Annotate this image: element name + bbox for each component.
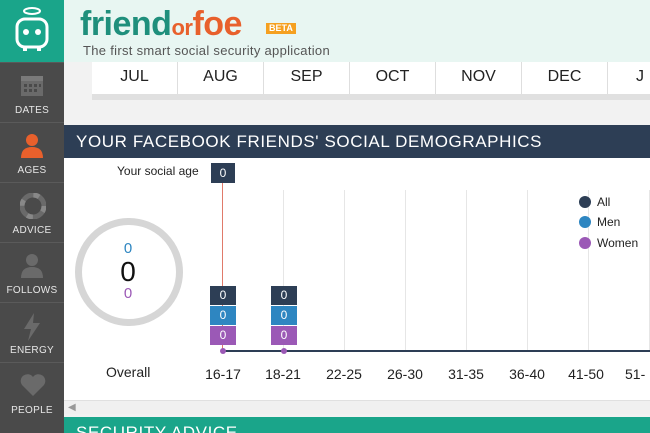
- legend-swatch-all: [579, 196, 591, 208]
- month-nov[interactable]: NOV: [436, 62, 522, 94]
- bar-18-21-men[interactable]: 0: [271, 306, 297, 325]
- nav-item-follows[interactable]: FOLLOWS: [0, 242, 64, 302]
- heart-icon: [20, 374, 46, 396]
- sidebar: DATES AGES ADVICE FOLLOWS ENERGY PEOPLE: [0, 0, 64, 433]
- brand-or: or: [171, 15, 193, 40]
- month-aug[interactable]: AUG: [178, 62, 264, 94]
- nav-item-people[interactable]: PEOPLE: [0, 362, 64, 422]
- nav-item-energy[interactable]: ENERGY: [0, 302, 64, 362]
- legend-men: Men: [579, 215, 620, 229]
- bar-18-21-dot: [281, 348, 287, 354]
- person-silhouette-icon: [21, 254, 43, 278]
- grid-line: [405, 190, 406, 352]
- bar-16-17-women[interactable]: 0: [210, 326, 236, 345]
- legend-label-all: All: [597, 195, 611, 209]
- horizontal-scrollbar[interactable]: ◀: [64, 400, 650, 414]
- nav-label-ages: AGES: [17, 165, 47, 176]
- security-advice-title: SECURITY ADVICE: [76, 423, 238, 433]
- legend-women: Women: [579, 236, 638, 250]
- nav-item-ages[interactable]: AGES: [0, 122, 64, 182]
- grid-line: [344, 190, 345, 352]
- overall-total-value: 0: [120, 256, 136, 287]
- month-sep[interactable]: SEP: [264, 62, 350, 94]
- age-tick-18-21: 18-21: [265, 366, 301, 382]
- age-tick-36-40: 36-40: [509, 366, 545, 382]
- grid-line: [283, 190, 284, 352]
- month-oct[interactable]: OCT: [350, 62, 436, 94]
- month-jan[interactable]: J: [636, 68, 644, 85]
- nav-label-people: PEOPLE: [11, 405, 53, 416]
- legend-swatch-men: [579, 216, 591, 228]
- age-tick-51: 51-: [625, 366, 646, 382]
- beta-badge: BETA: [266, 23, 296, 34]
- scroll-left-icon[interactable]: ◀: [68, 402, 76, 413]
- legend-all: All: [579, 195, 610, 209]
- bar-18-21-women[interactable]: 0: [271, 326, 297, 345]
- overall-label: Overall: [106, 364, 151, 380]
- tagline: The first smart social security applicat…: [83, 43, 330, 58]
- age-tick-22-25: 22-25: [326, 366, 362, 382]
- security-advice-header[interactable]: SECURITY ADVICE: [64, 417, 650, 433]
- header: friendorfoe BETA The first smart social …: [64, 0, 650, 62]
- bar-16-17-dot: [220, 348, 226, 354]
- social-age-marker-line: [222, 183, 223, 351]
- demographics-title: YOUR FACEBOOK FRIENDS' SOCIAL DEMOGRAPHI…: [76, 132, 543, 151]
- month-dec[interactable]: DEC: [522, 62, 608, 94]
- nav-label-follows: FOLLOWS: [6, 285, 58, 296]
- overall-women-value: 0: [123, 285, 133, 302]
- lightning-icon: [24, 313, 40, 341]
- brand-friend: friend: [80, 5, 172, 43]
- social-age-badge: 0: [211, 163, 235, 183]
- person-icon: [21, 134, 43, 158]
- demographics-header: YOUR FACEBOOK FRIENDS' SOCIAL DEMOGRAPHI…: [64, 125, 650, 158]
- grid-line: [466, 190, 467, 352]
- chart-baseline: [222, 350, 650, 352]
- age-tick-16-17: 16-17: [205, 366, 241, 382]
- month-timeline: JUL AUG SEP OCT NOV DEC J: [92, 62, 650, 100]
- nav-label-energy: ENERGY: [9, 345, 55, 356]
- age-tick-31-35: 31-35: [448, 366, 484, 382]
- legend-label-women: Women: [597, 236, 639, 250]
- grid-line: [527, 190, 528, 352]
- legend-swatch-women: [579, 237, 591, 249]
- lifebuoy-icon: [20, 193, 46, 219]
- social-age-label: Your social age: [117, 164, 199, 178]
- calendar-icon: [21, 76, 43, 96]
- bar-18-21-all[interactable]: 0: [271, 286, 297, 305]
- nav-item-advice[interactable]: ADVICE: [0, 182, 64, 242]
- nav-label-advice: ADVICE: [12, 225, 52, 236]
- bar-16-17-men[interactable]: 0: [210, 306, 236, 325]
- bar-16-17-all[interactable]: 0: [210, 286, 236, 305]
- age-tick-41-50: 41-50: [568, 366, 604, 382]
- robot-logo-icon: [15, 7, 49, 51]
- nav-item-dates[interactable]: DATES: [0, 62, 64, 122]
- brand-foe: foe: [192, 5, 242, 43]
- month-jul[interactable]: JUL: [92, 62, 178, 94]
- legend-label-men: Men: [597, 215, 621, 229]
- overall-ring: [75, 218, 183, 326]
- brand-logo[interactable]: friendorfoe: [80, 6, 242, 46]
- app-logo[interactable]: [0, 0, 64, 62]
- grid-line: [588, 190, 589, 352]
- nav-label-dates: DATES: [14, 105, 50, 116]
- overall-men-value: 0: [123, 240, 133, 257]
- age-tick-26-30: 26-30: [387, 366, 423, 382]
